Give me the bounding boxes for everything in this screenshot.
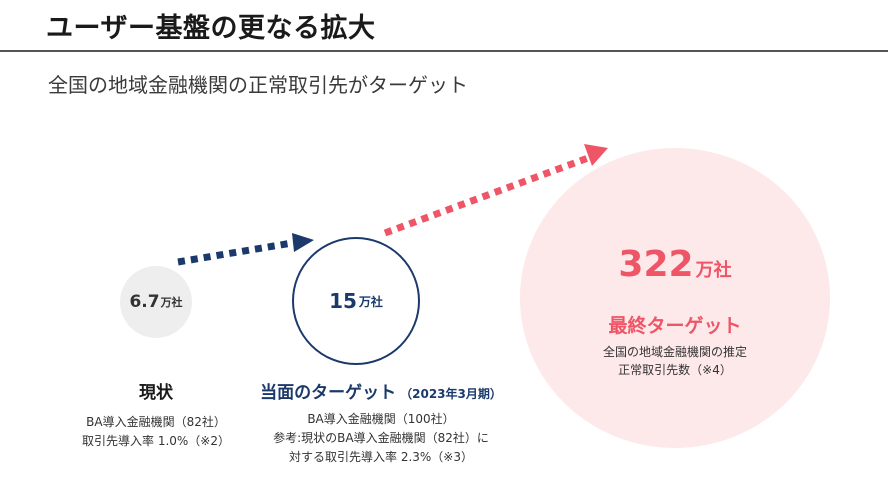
current-state-unit: 万社 (160, 296, 183, 309)
final-target-unit: 万社 (695, 260, 732, 281)
near-term-target-description: BA導入金融機関（100社） 参考:現状のBA導入金融機関（82社）に 対する取… (236, 410, 526, 467)
page-subtitle: 全国の地域金融機関の正常取引先がターゲット (48, 73, 468, 97)
current-state-label: 現状 (139, 383, 173, 403)
near-term-desc-line: 対する取引先導入率 2.3%（※3） (289, 450, 473, 464)
current-state-value: 6.7 (129, 292, 160, 312)
navy-dotted-arrow-line (177, 239, 293, 266)
near-term-target-unit: 万社 (358, 294, 383, 309)
final-target-description: 全国の地域金融機関の推定 正常取引先数（※4） (520, 343, 830, 379)
current-state-desc-line: BA導入金融機関（82社） (86, 415, 226, 429)
near-term-target-label: 当面のターゲット （2023年3月期） (236, 378, 526, 403)
near-term-desc-line: BA導入金融機関（100社） (307, 412, 455, 426)
current-state-description: BA導入金融機関（82社） 取引先導入率 1.0%（※2） (60, 413, 252, 451)
title-divider (0, 50, 888, 52)
pink-arrow-head (584, 144, 608, 166)
page-title: ユーザー基盤の更なる拡大 (46, 13, 376, 44)
final-target-label: 最終ターゲット (608, 315, 742, 337)
pink-dotted-arrow-line (383, 154, 590, 237)
final-target-circle (520, 148, 830, 448)
navy-arrow-head (292, 233, 314, 252)
current-state-circle: 6.7 万社 (120, 266, 192, 338)
near-term-target-value: 15 (329, 289, 357, 313)
near-term-target-period: （2023年3月期） (400, 387, 502, 401)
final-target-value: 322 (618, 244, 694, 285)
current-state-desc-line: 取引先導入率 1.0%（※2） (82, 434, 230, 448)
final-target-desc-line: 全国の地域金融機関の推定 (602, 345, 747, 359)
near-term-target-title: 当面のターゲット (260, 383, 397, 403)
final-target-figure: 322 万社 (520, 244, 830, 285)
near-term-target-circle: 15 万社 (292, 237, 420, 365)
near-term-desc-line: 参考:現状のBA導入金融機関（82社）に (273, 431, 489, 445)
final-target-desc-line: 正常取引先数（※4） (618, 363, 732, 377)
